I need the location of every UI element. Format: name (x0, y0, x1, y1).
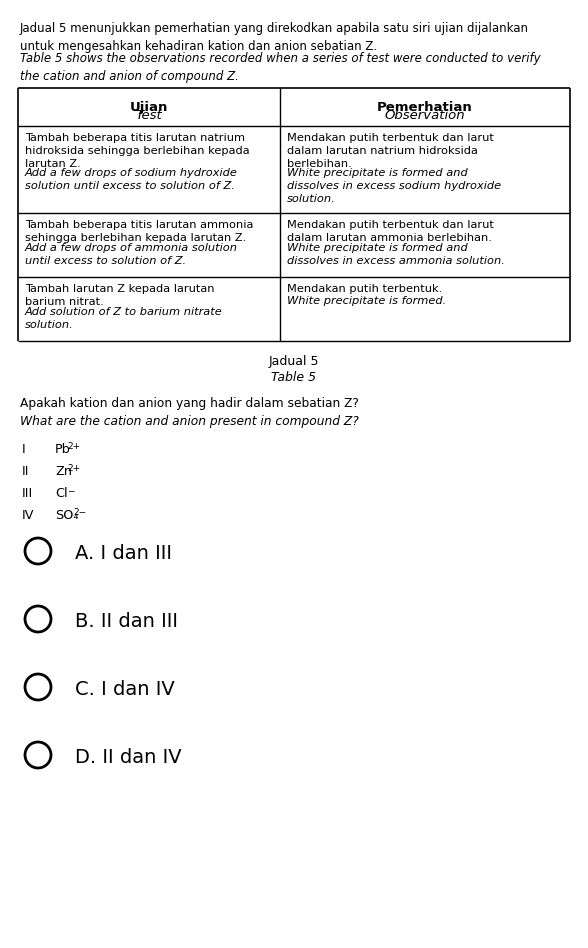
Text: Pb: Pb (55, 443, 71, 456)
Text: White precipitate is formed.: White precipitate is formed. (287, 296, 446, 305)
Text: Mendakan putih terbentuk dan larut
dalam larutan ammonia berlebihan.: Mendakan putih terbentuk dan larut dalam… (287, 220, 494, 243)
Text: Mendakan putih terbentuk dan larut
dalam larutan natrium hidroksida
berlebihan.: Mendakan putih terbentuk dan larut dalam… (287, 133, 494, 169)
Text: Add solution of Z to barium nitrate
solution.: Add solution of Z to barium nitrate solu… (25, 307, 223, 330)
Text: Jadual 5: Jadual 5 (269, 355, 319, 368)
Text: D. II dan IV: D. II dan IV (75, 748, 182, 767)
Text: Table 5 shows the observations recorded when a series of test were conducted to : Table 5 shows the observations recorded … (20, 52, 540, 82)
Text: Add a few drops of sodium hydroxide
solution until excess to solution of Z.: Add a few drops of sodium hydroxide solu… (25, 168, 238, 191)
Text: A. I dan III: A. I dan III (75, 544, 172, 563)
Text: White precipitate is formed and
dissolves in excess sodium hydroxide
solution.: White precipitate is formed and dissolve… (287, 168, 501, 204)
Text: IV: IV (22, 509, 35, 522)
Text: −: − (68, 486, 75, 495)
Text: Mendakan putih terbentuk.: Mendakan putih terbentuk. (287, 284, 442, 294)
Text: 2+: 2+ (68, 442, 81, 451)
Text: Jadual 5 menunjukkan pemerhatian yang direkodkan apabila satu siri ujian dijalan: Jadual 5 menunjukkan pemerhatian yang di… (20, 22, 529, 52)
Text: SO₄: SO₄ (55, 509, 79, 522)
Text: C. I dan IV: C. I dan IV (75, 680, 175, 699)
Text: III: III (22, 487, 34, 500)
Text: Observation: Observation (385, 109, 465, 122)
Text: Test: Test (136, 109, 162, 122)
Text: Cl: Cl (55, 487, 68, 500)
Text: Tambah larutan Z kepada larutan
barium nitrat.: Tambah larutan Z kepada larutan barium n… (25, 284, 215, 307)
Text: Apakah kation dan anion yang hadir dalam sebatian Z?: Apakah kation dan anion yang hadir dalam… (20, 397, 359, 410)
Text: What are the cation and anion present in compound Z?: What are the cation and anion present in… (20, 415, 359, 428)
Text: 2−: 2− (74, 508, 86, 517)
Text: Add a few drops of ammonia solution
until excess to solution of Z.: Add a few drops of ammonia solution unti… (25, 243, 238, 266)
Text: Tambah beberapa titis larutan natrium
hidroksida sehingga berlebihan kepada
laru: Tambah beberapa titis larutan natrium hi… (25, 133, 250, 169)
Text: 2+: 2+ (68, 464, 81, 473)
Text: Table 5: Table 5 (272, 371, 316, 384)
Text: II: II (22, 465, 29, 478)
Text: Ujian: Ujian (130, 101, 168, 114)
Text: White precipitate is formed and
dissolves in excess ammonia solution.: White precipitate is formed and dissolve… (287, 243, 505, 266)
Text: I: I (22, 443, 26, 456)
Text: Tambah beberapa titis larutan ammonia
sehingga berlebihan kepada larutan Z.: Tambah beberapa titis larutan ammonia se… (25, 220, 253, 243)
Text: Pemerhatian: Pemerhatian (377, 101, 473, 114)
Text: Zn: Zn (55, 465, 72, 478)
Text: B. II dan III: B. II dan III (75, 612, 178, 631)
